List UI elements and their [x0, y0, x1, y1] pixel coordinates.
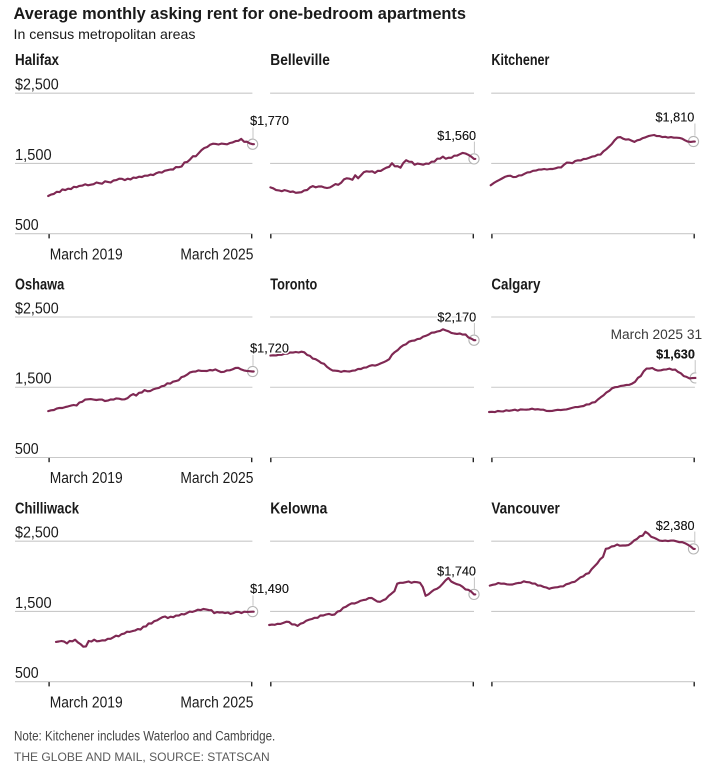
svg-text:March 2019: March 2019 — [50, 470, 123, 487]
svg-text:$1,560: $1,560 — [437, 129, 476, 143]
svg-text:March 2025: March 2025 — [180, 694, 253, 711]
svg-text:$1,720: $1,720 — [250, 342, 289, 356]
svg-text:$1,490: $1,490 — [250, 582, 289, 596]
svg-text:1,500: 1,500 — [15, 371, 52, 388]
svg-text:March 2019: March 2019 — [50, 694, 123, 711]
svg-text:$1,630: $1,630 — [656, 347, 695, 361]
svg-text:$1,720: $1,720 — [250, 342, 289, 356]
svg-text:$1,810: $1,810 — [656, 111, 695, 125]
svg-text:1,500: 1,500 — [15, 147, 52, 164]
svg-text:In census metropolitan areas: In census metropolitan areas — [14, 26, 196, 42]
svg-text:500: 500 — [15, 217, 39, 234]
svg-text:$1,740: $1,740 — [437, 565, 476, 579]
svg-text:500: 500 — [15, 665, 39, 682]
svg-text:$2,500: $2,500 — [15, 525, 59, 542]
svg-text:$2,170: $2,170 — [437, 310, 476, 324]
svg-text:March 2025 31: March 2025 31 — [611, 327, 703, 342]
svg-text:$1,490: $1,490 — [250, 582, 289, 596]
svg-text:Average monthly asking rent fo: Average monthly asking rent for one-bedr… — [14, 5, 467, 23]
svg-text:500: 500 — [15, 441, 39, 458]
svg-text:Belleville: Belleville — [270, 52, 330, 69]
svg-text:Kelowna: Kelowna — [270, 500, 327, 517]
svg-text:THE GLOBE AND MAIL, SOURCE: ST: THE GLOBE AND MAIL, SOURCE: STATSCAN — [14, 750, 270, 764]
svg-text:Oshawa: Oshawa — [15, 277, 64, 294]
svg-text:Kitchener: Kitchener — [491, 52, 549, 69]
svg-text:$2,500: $2,500 — [15, 300, 59, 317]
svg-text:Vancouver: Vancouver — [491, 500, 559, 517]
svg-text:$2,380: $2,380 — [656, 519, 695, 533]
svg-text:Calgary: Calgary — [491, 277, 540, 294]
svg-text:$1,560: $1,560 — [437, 129, 476, 143]
svg-text:$1,770: $1,770 — [250, 114, 289, 128]
svg-text:$1,810: $1,810 — [656, 111, 695, 125]
svg-text:Chilliwack: Chilliwack — [15, 500, 79, 517]
svg-text:$2,170: $2,170 — [437, 310, 476, 324]
svg-text:March 2019: March 2019 — [50, 246, 123, 263]
svg-text:March 2025: March 2025 — [180, 246, 253, 263]
svg-text:Toronto: Toronto — [270, 277, 317, 294]
svg-text:$1,770: $1,770 — [250, 114, 289, 128]
svg-text:$2,380: $2,380 — [656, 519, 695, 533]
svg-text:$1,630: $1,630 — [656, 347, 695, 361]
svg-text:1,500: 1,500 — [15, 595, 52, 612]
svg-text:Note: Kitchener includes Water: Note: Kitchener includes Waterloo and Ca… — [14, 729, 275, 744]
svg-text:$2,500: $2,500 — [15, 77, 59, 94]
svg-text:Halifax: Halifax — [15, 52, 59, 69]
svg-text:$1,740: $1,740 — [437, 565, 476, 579]
svg-text:March 2025: March 2025 — [180, 470, 253, 487]
